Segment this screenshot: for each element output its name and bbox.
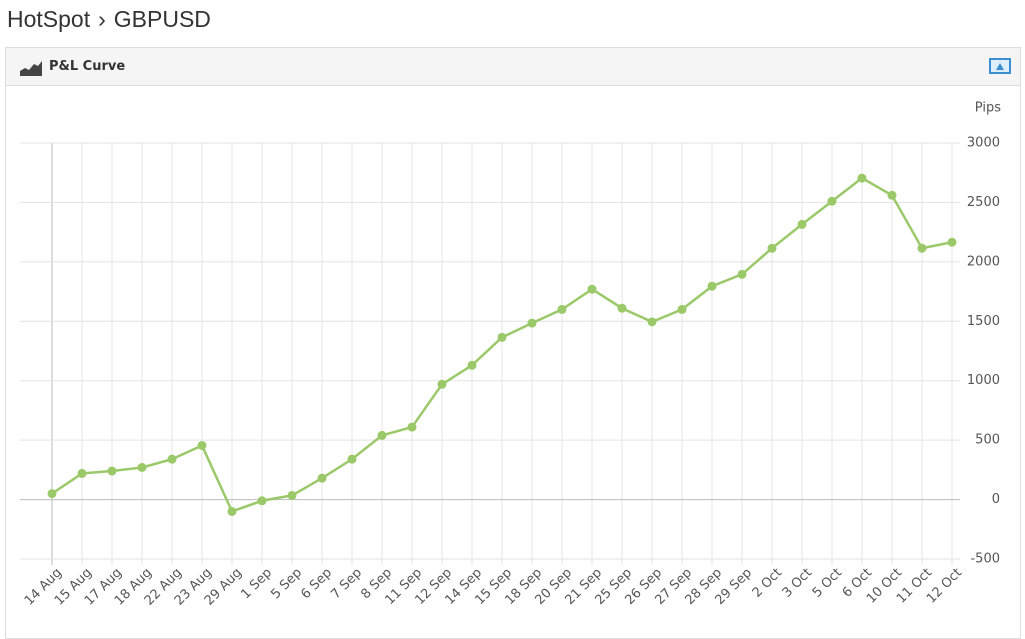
point xyxy=(377,430,387,440)
point xyxy=(467,360,477,370)
panel-header: P&L Curve xyxy=(6,48,1020,86)
point xyxy=(407,422,417,432)
point xyxy=(737,269,747,279)
x-tick-label: 3 Oct xyxy=(780,565,815,600)
x-tick-label: 1 Sep xyxy=(238,565,275,602)
y-tick-label: 0 xyxy=(992,492,1000,507)
point xyxy=(47,489,57,499)
point xyxy=(827,196,837,206)
crumb-separator: › xyxy=(98,6,106,32)
point xyxy=(227,506,237,516)
point xyxy=(557,304,567,314)
point xyxy=(887,190,897,200)
point xyxy=(497,332,507,342)
breadcrumb: HotSpot › GBPUSD xyxy=(7,6,219,33)
point xyxy=(857,173,867,183)
point xyxy=(677,304,687,314)
x-tick-label: 5 Oct xyxy=(810,565,845,600)
point xyxy=(617,303,627,313)
x-tick-label: 7 Sep xyxy=(328,565,365,602)
point xyxy=(167,454,177,464)
page: HotSpot › GBPUSD P&L Curve Pips -500 0 500 10… xyxy=(5,6,1021,639)
point xyxy=(767,243,777,253)
x-tick-label: 6 Sep xyxy=(298,565,335,602)
point xyxy=(437,379,447,389)
crumb[interactable]: HotSpot xyxy=(7,6,91,32)
point xyxy=(527,318,537,328)
point xyxy=(647,317,657,327)
point xyxy=(707,281,717,291)
point xyxy=(257,496,267,506)
panel: P&L Curve xyxy=(5,47,1021,639)
point xyxy=(587,284,597,294)
x-tick-label: 2 Oct xyxy=(750,565,785,600)
point xyxy=(197,440,207,450)
point xyxy=(797,219,807,229)
x-tick-label: 5 Sep xyxy=(268,565,305,602)
point xyxy=(347,454,357,464)
y-tick-label: 2000 xyxy=(967,254,1000,269)
y-tick-label: -500 xyxy=(970,552,1000,567)
point xyxy=(107,466,117,476)
point xyxy=(947,237,957,247)
y-axis-label: Pips xyxy=(975,101,1001,116)
y-tick-label: 3000 xyxy=(967,136,1000,151)
point xyxy=(317,473,327,483)
expand-button[interactable] xyxy=(989,58,1011,76)
y-tick-label: 2500 xyxy=(967,195,1000,210)
y-tick-label: 1000 xyxy=(967,373,1000,388)
point xyxy=(287,490,297,500)
panel-title: P&L Curve xyxy=(49,59,126,74)
point xyxy=(137,462,147,472)
y-tick-label: 500 xyxy=(975,433,1000,448)
chart-icon xyxy=(20,61,42,76)
crumb: GBPUSD xyxy=(113,6,211,32)
y-tick-label: 1500 xyxy=(967,314,1000,329)
point xyxy=(77,468,87,478)
point xyxy=(917,243,927,253)
